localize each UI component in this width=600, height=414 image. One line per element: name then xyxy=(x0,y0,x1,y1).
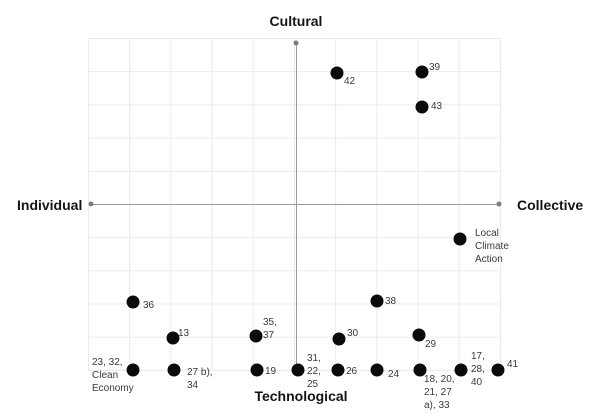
axis-label-technological: Technological xyxy=(254,388,348,404)
data-point-42 xyxy=(330,66,344,80)
vertical-axis xyxy=(296,43,297,365)
data-point-35-37 xyxy=(249,329,263,343)
data-point-label-17-28-40: 17, 28, 40 xyxy=(471,351,485,388)
data-point-label-24: 24 xyxy=(388,369,400,380)
data-point-17-28-40 xyxy=(454,363,468,377)
data-point-36 xyxy=(126,295,140,309)
data-point-label-19: 19 xyxy=(265,366,277,377)
data-point-13 xyxy=(166,331,180,345)
data-point-23-32-clean-economy xyxy=(126,363,140,377)
data-point-label-30: 30 xyxy=(347,328,359,339)
data-point-label-18-20-21-27a-33: 18, 20, 21, 27 a), 33 xyxy=(424,374,455,411)
data-point-19 xyxy=(250,363,264,377)
data-point-27b-34 xyxy=(167,363,181,377)
data-point-26 xyxy=(331,363,345,377)
data-point-24 xyxy=(370,363,384,377)
data-point-label-41: 41 xyxy=(507,359,519,370)
data-point-label-38: 38 xyxy=(385,296,397,307)
axis-label-collective: Collective xyxy=(517,197,584,213)
data-point-label-27b-34: 27 b), 34 xyxy=(187,367,213,391)
data-point-41 xyxy=(491,363,505,377)
data-point-39 xyxy=(415,65,429,79)
data-point-label-29: 29 xyxy=(425,339,437,350)
data-point-29 xyxy=(412,328,426,342)
data-point-label-42: 42 xyxy=(344,76,356,87)
data-point-label-13: 13 xyxy=(178,328,190,339)
data-point-38 xyxy=(370,294,384,308)
data-point-label-31-22-25: 31, 22, 25 xyxy=(307,353,321,390)
data-point-label-39: 39 xyxy=(429,62,441,73)
data-point-local-climate-action xyxy=(453,232,467,246)
horizontal-axis xyxy=(91,204,499,205)
data-point-43 xyxy=(415,100,429,114)
axis-endpoint-left xyxy=(88,201,94,207)
data-point-label-23-32-clean-economy: 23, 32, Clean Economy xyxy=(92,357,134,394)
data-point-label-35-37: 35, 37 xyxy=(263,317,277,341)
data-point-31-22-25 xyxy=(291,363,305,377)
data-point-label-36: 36 xyxy=(143,300,155,311)
data-point-18-20-21-27a-33 xyxy=(413,363,427,377)
axis-endpoint-right xyxy=(496,201,502,207)
axis-label-cultural: Cultural xyxy=(269,13,323,29)
data-point-label-43: 43 xyxy=(431,101,443,112)
axis-label-individual: Individual xyxy=(17,197,83,213)
axis-endpoint-top xyxy=(293,40,299,46)
data-point-label-local-climate-action: Local Climate Action xyxy=(475,228,509,265)
data-point-30 xyxy=(332,332,346,346)
data-point-label-26: 26 xyxy=(346,366,358,377)
